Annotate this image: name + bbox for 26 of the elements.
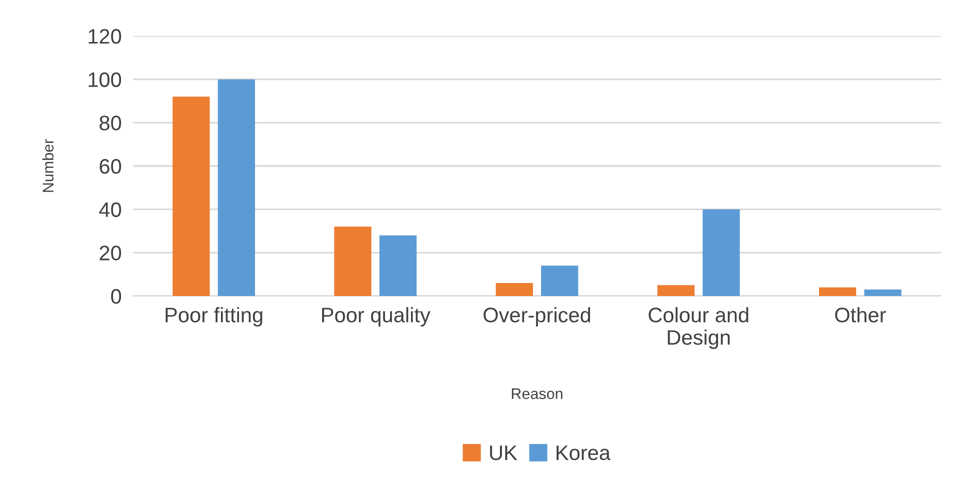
bar <box>172 96 210 296</box>
x-tick-label: Other <box>835 307 886 322</box>
bar <box>334 226 372 296</box>
x-tick-label: Colour and Design <box>648 307 748 349</box>
y-tick-label: 60 <box>100 159 122 174</box>
y-tick-label: 20 <box>100 246 122 260</box>
bar <box>657 285 695 296</box>
bar <box>218 79 256 296</box>
x-tick-label: Over-priced <box>484 307 590 327</box>
x-axis-title: Reason <box>512 388 562 400</box>
y-tick-label: 40 <box>99 202 122 218</box>
bar <box>702 209 740 296</box>
y-tick-label: 100 <box>88 72 122 88</box>
bar <box>379 235 417 296</box>
x-tick-label: Poor fitting <box>166 307 262 327</box>
x-tick-label: Poor quality <box>322 307 430 327</box>
bar <box>496 283 533 296</box>
legend-label: Korea <box>556 446 611 460</box>
y-tick-label: 0 <box>111 289 122 304</box>
y-axis-title: Number <box>42 139 54 192</box>
bar <box>818 287 856 296</box>
legend-label: UK <box>490 446 518 460</box>
bar <box>541 266 578 296</box>
y-tick-label: 80 <box>100 116 122 130</box>
bar <box>864 290 902 296</box>
y-tick-label: 120 <box>88 29 122 44</box>
